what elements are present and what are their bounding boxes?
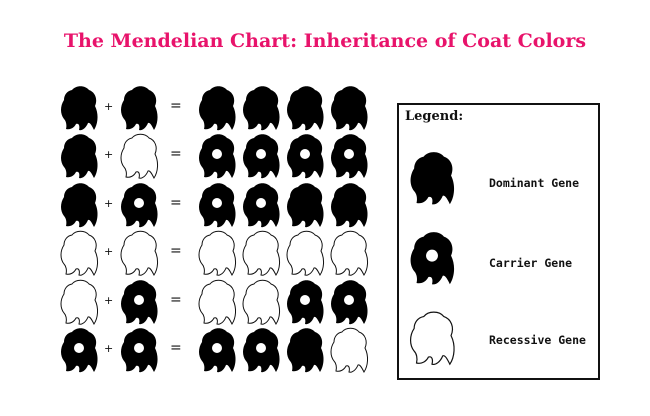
row-2-plus-sign: + — [104, 148, 114, 161]
row-3-offspring-4-dominant-icon — [328, 181, 370, 229]
row-5-parent-2-carrier-icon — [118, 278, 160, 326]
row-5-offspring-1-recessive-icon — [196, 278, 238, 326]
row-4-offspring-1-recessive-icon — [196, 229, 238, 277]
row-5-offspring-2-recessive-icon — [240, 278, 282, 326]
row-3-offspring-1-carrier-icon — [196, 181, 238, 229]
row-1-offspring-4-dominant-icon — [328, 84, 370, 132]
row-3-offspring-3-dominant-icon — [284, 181, 326, 229]
row-1-offspring-2-dominant-icon — [240, 84, 282, 132]
row-6-parent-2-carrier-icon — [118, 326, 160, 374]
row-6-offspring-3-dominant-icon — [284, 326, 326, 374]
mendelian-grid: + = + = + = + = + = + = — [58, 84, 370, 374]
legend-title: Legend: — [405, 109, 464, 124]
legend-box: Legend: Dominant Gene Carrier Gene Reces… — [397, 103, 600, 380]
row-5-offspring-3-carrier-icon — [284, 278, 326, 326]
row-6-equals-sign: = — [170, 340, 182, 356]
legend-carrier-icon — [407, 229, 457, 287]
row-3-plus-sign: + — [104, 197, 114, 210]
row-4-parent-1-recessive-icon — [58, 229, 100, 277]
row-4-plus-sign: + — [104, 245, 114, 258]
row-1-offspring-3-dominant-icon — [284, 84, 326, 132]
row-5-equals-sign: = — [170, 292, 182, 308]
row-6-parent-1-carrier-icon — [58, 326, 100, 374]
row-2-offspring-1-carrier-icon — [196, 132, 238, 180]
legend-recessive-icon — [407, 309, 457, 367]
row-5-plus-sign: + — [104, 294, 114, 307]
row-4-offspring-3-recessive-icon — [284, 229, 326, 277]
row-6-offspring-2-carrier-icon — [240, 326, 282, 374]
row-5-parent-1-recessive-icon — [58, 278, 100, 326]
row-6-offspring-4-recessive-icon — [328, 326, 370, 374]
row-2-parent-1-dominant-icon — [58, 132, 100, 180]
row-2-offspring-2-carrier-icon — [240, 132, 282, 180]
row-2-equals-sign: = — [170, 146, 182, 162]
legend-dominant-label: Dominant Gene — [489, 176, 580, 190]
row-4-offspring-4-recessive-icon — [328, 229, 370, 277]
row-3-equals-sign: = — [170, 195, 182, 211]
row-2-offspring-3-carrier-icon — [284, 132, 326, 180]
row-6-offspring-1-carrier-icon — [196, 326, 238, 374]
row-4-equals-sign: = — [170, 243, 182, 259]
page-title: The Mendelian Chart: Inheritance of Coat… — [63, 30, 587, 52]
row-4-offspring-2-recessive-icon — [240, 229, 282, 277]
row-6-plus-sign: + — [104, 342, 114, 355]
row-3-parent-1-dominant-icon — [58, 181, 100, 229]
legend-carrier-label: Carrier Gene — [489, 256, 573, 270]
row-2-offspring-4-carrier-icon — [328, 132, 370, 180]
row-1-offspring-1-dominant-icon — [196, 84, 238, 132]
row-1-plus-sign: + — [104, 100, 114, 113]
row-4-parent-2-recessive-icon — [118, 229, 160, 277]
row-3-offspring-2-carrier-icon — [240, 181, 282, 229]
row-2-parent-2-recessive-icon — [118, 132, 160, 180]
legend-recessive-label: Recessive Gene — [489, 333, 586, 347]
row-1-parent-2-dominant-icon — [118, 84, 160, 132]
row-1-parent-1-dominant-icon — [58, 84, 100, 132]
legend-dominant-icon — [407, 149, 457, 207]
row-5-offspring-4-carrier-icon — [328, 278, 370, 326]
row-3-parent-2-carrier-icon — [118, 181, 160, 229]
row-1-equals-sign: = — [170, 98, 182, 114]
